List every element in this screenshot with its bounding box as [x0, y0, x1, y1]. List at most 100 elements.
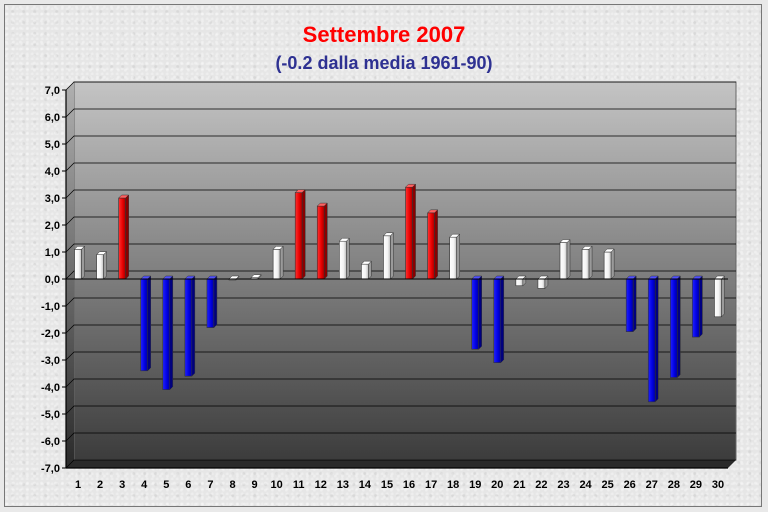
bar-front [405, 186, 413, 280]
bar-side [390, 232, 394, 280]
bar-side [279, 245, 284, 280]
x-tick-label: 26 [624, 479, 636, 491]
x-tick-label: 6 [185, 479, 191, 491]
x-tick-label: 3 [119, 479, 125, 491]
bar [449, 233, 461, 280]
y-tick-labels: 7,0 6,0 5,0 4,0 3,0 2,0 1,0 0,0 -1,0 -2,0 -3,0 -4,0… [41, 85, 66, 475]
bar-front [74, 249, 82, 280]
bar-front [294, 192, 303, 280]
bar-front [581, 249, 590, 280]
y-tick-label: -4,0 [41, 382, 60, 394]
x-tick-label: 11 [293, 479, 305, 491]
bar [581, 245, 593, 280]
bar-side [456, 233, 460, 280]
bar [647, 275, 659, 403]
bar-front [206, 278, 215, 328]
x-tick-label: 17 [425, 479, 437, 491]
x-tick-label: 16 [403, 479, 415, 491]
bar-front [118, 197, 126, 280]
bar-side [147, 275, 151, 372]
x-tick-label: 27 [646, 479, 658, 491]
bar [272, 245, 284, 280]
x-tick-label: 5 [163, 479, 169, 491]
gridline [65, 432, 736, 442]
bar-front [449, 236, 457, 280]
bar [426, 209, 439, 280]
bar [294, 188, 306, 280]
x-tick-label: 1 [75, 479, 81, 491]
y-tick-label: -2,0 [41, 328, 60, 340]
gridline [65, 189, 736, 199]
bar-front [184, 278, 193, 377]
bar [338, 237, 350, 280]
bar-front [559, 242, 568, 280]
bar [493, 275, 505, 364]
x-tick-label: 15 [381, 479, 393, 491]
bar [713, 275, 726, 318]
bar-side [588, 245, 593, 280]
plot-area [66, 81, 737, 468]
y-tick-label: 6,0 [45, 112, 60, 124]
bar-side [301, 188, 306, 280]
gridline [65, 270, 736, 280]
bar-front [162, 278, 171, 390]
gridlines [65, 81, 736, 469]
x-tick-label: 2 [97, 479, 103, 491]
x-tick-label: 20 [491, 479, 503, 491]
x-tick-label: 25 [602, 479, 614, 491]
bar-side [655, 275, 659, 403]
x-tick-label: 14 [359, 479, 372, 491]
bar-front [603, 251, 612, 280]
bars-group [73, 183, 726, 403]
bar [625, 275, 637, 333]
bar [515, 275, 527, 287]
y-tick-label: 4,0 [45, 166, 60, 178]
bar [250, 274, 262, 280]
y-tick-label: 1,0 [45, 247, 60, 259]
x-tick-label: 13 [337, 479, 349, 491]
bar [162, 275, 174, 391]
x-tick-label: 29 [690, 479, 702, 491]
plot-floor [66, 460, 736, 468]
x-tick-label: 10 [271, 479, 283, 491]
gridline [65, 378, 736, 388]
y-tick-label: 5,0 [45, 139, 60, 151]
y-tick-label: 0,0 [45, 274, 60, 286]
bar-side [368, 260, 372, 280]
bar-side [213, 275, 218, 329]
bar [95, 251, 108, 280]
bar-front [692, 278, 700, 338]
y-tick-label: 7,0 [45, 85, 60, 97]
bar-side [478, 275, 482, 350]
y-tick-label: 3,0 [45, 193, 60, 205]
bar-side [566, 238, 571, 280]
bar-side [169, 275, 174, 391]
y-tick-label: -5,0 [41, 409, 60, 421]
bar [184, 275, 196, 377]
bar [404, 183, 417, 280]
gridline [65, 297, 736, 307]
x-tick-label: 22 [535, 479, 547, 491]
bar-side [500, 275, 505, 364]
bar-front [515, 278, 524, 287]
y-tick-label: -7,0 [41, 463, 60, 475]
bar-side [81, 245, 85, 280]
bar-side [103, 251, 107, 280]
bar-side [632, 275, 637, 333]
bar-front [96, 254, 104, 280]
gridline [65, 459, 736, 469]
x-tick-label: 30 [712, 479, 724, 491]
bar-side [677, 275, 681, 379]
bar-front [427, 212, 435, 280]
chart-subtitle: (-0.2 dalla media 1961-90) [275, 53, 493, 73]
bar-side [610, 248, 615, 280]
x-tick-label: 24 [579, 479, 592, 491]
bar-side [191, 275, 196, 377]
x-tick-label: 21 [513, 479, 525, 491]
gridline [65, 324, 736, 334]
x-tick-label: 4 [141, 479, 148, 491]
bar-front [339, 240, 347, 280]
bar-side [522, 275, 527, 287]
gridline [65, 135, 736, 145]
x-tick-label: 28 [668, 479, 680, 491]
